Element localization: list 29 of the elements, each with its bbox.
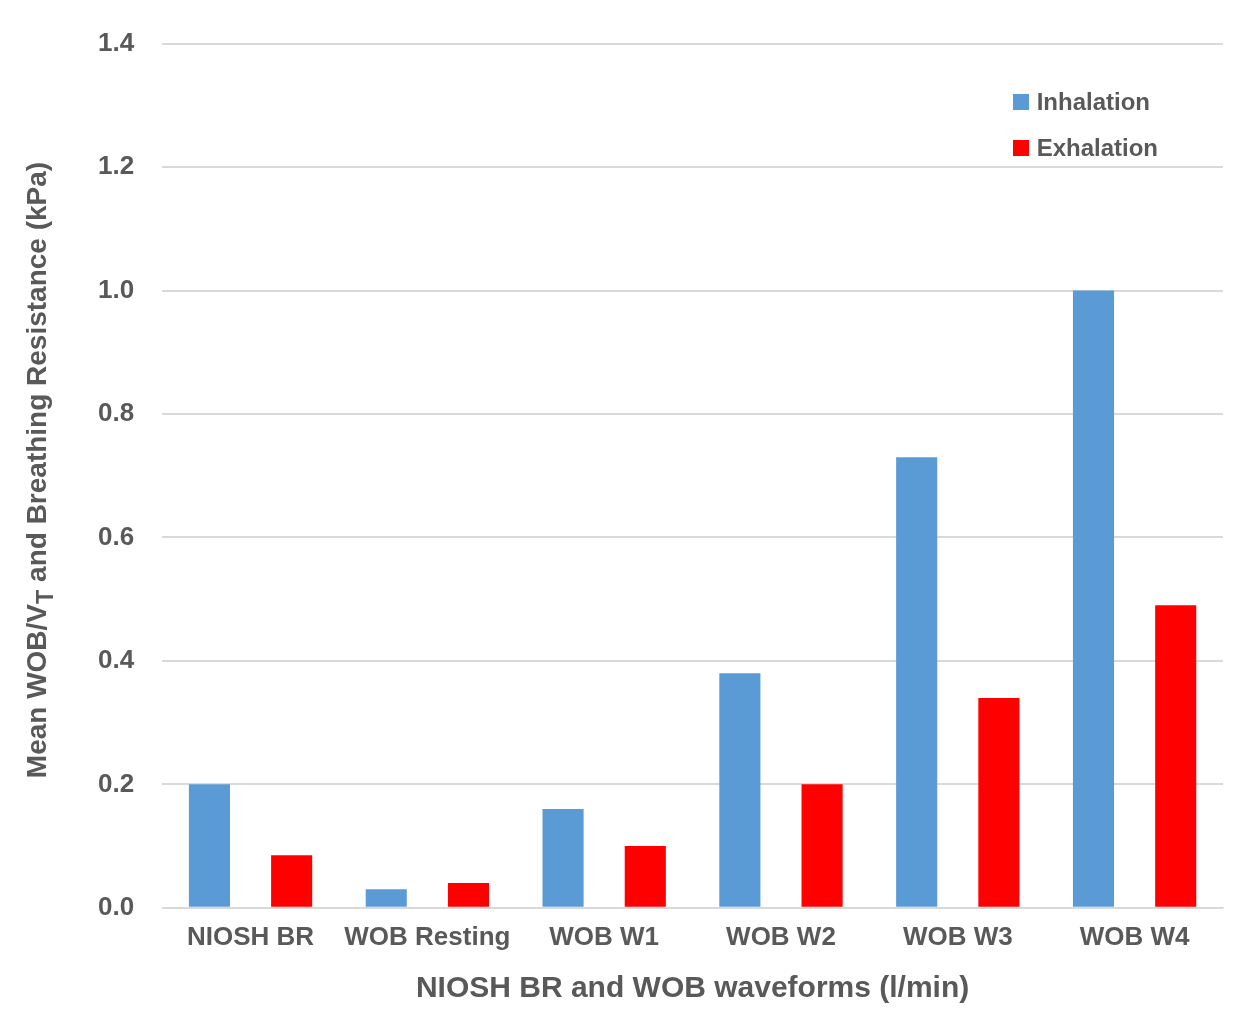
x-tick-label: WOB W2	[726, 920, 836, 951]
bar	[271, 855, 313, 907]
bar	[1072, 290, 1115, 907]
x-tick-label: WOB W3	[902, 920, 1013, 951]
bar	[896, 457, 938, 907]
x-axis-title: NIOSH BR and WOB waveforms (l/min)	[415, 970, 970, 1004]
x-tick-label: NIOSH BR	[186, 920, 315, 951]
legend-label: Exhalation	[1036, 134, 1158, 162]
y-tick-label: 1.0	[97, 273, 135, 304]
x-tick-label: WOB W1	[549, 920, 660, 951]
bar	[624, 846, 666, 907]
bar	[365, 889, 407, 907]
x-tick-label: WOB Resting	[344, 920, 511, 951]
bar	[801, 784, 843, 907]
bar	[542, 809, 584, 907]
y-tick-label: 0.4	[97, 644, 135, 675]
y-tick-label: 1.2	[97, 150, 135, 181]
y-tick-label: 0.0	[97, 890, 135, 921]
legend-label: Inhalation	[1036, 88, 1150, 116]
x-tick-label: WOB W4	[1079, 920, 1191, 951]
y-tick-label: 0.6	[97, 520, 135, 551]
y-tick-label: 1.4	[97, 26, 135, 57]
bar	[978, 697, 1020, 907]
bar	[447, 883, 490, 907]
bar	[1155, 605, 1197, 907]
y-tick-label: 0.8	[97, 397, 135, 428]
y-tick-label: 0.2	[97, 767, 135, 798]
bar	[188, 784, 230, 907]
bar	[719, 673, 761, 907]
